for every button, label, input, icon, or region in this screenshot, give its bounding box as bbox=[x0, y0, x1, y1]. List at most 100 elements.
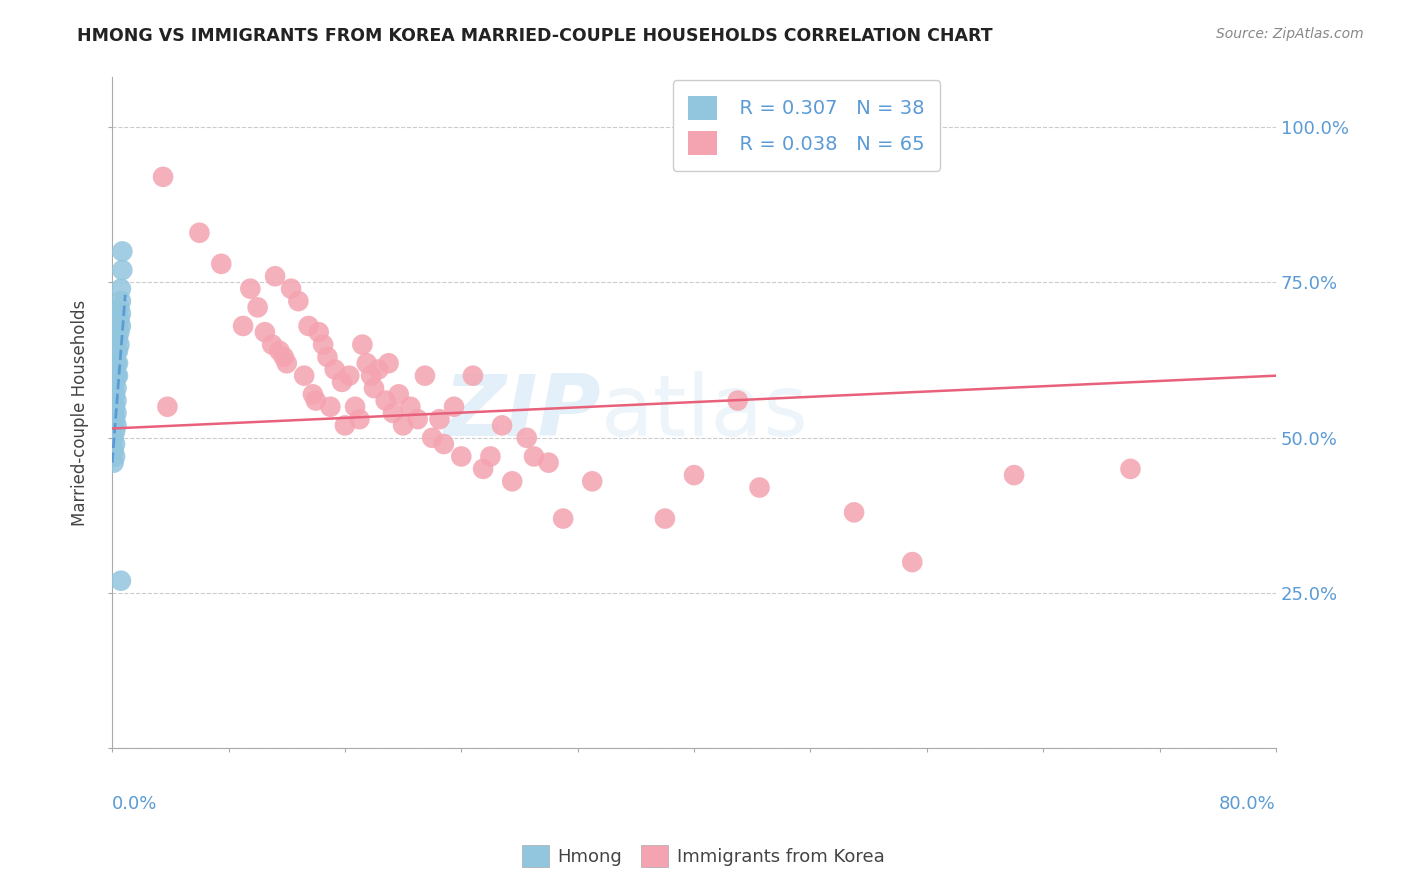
Point bbox=[107, 356, 129, 370]
Point bbox=[319, 400, 342, 414]
Point bbox=[842, 505, 865, 519]
Text: Source: ZipAtlas.com: Source: ZipAtlas.com bbox=[1216, 27, 1364, 41]
Point bbox=[107, 368, 129, 383]
Point bbox=[374, 393, 396, 408]
Point bbox=[523, 450, 546, 464]
Point bbox=[105, 393, 128, 408]
Point bbox=[308, 325, 330, 339]
Legend:   R = 0.307   N = 38,   R = 0.038   N = 65: R = 0.307 N = 38, R = 0.038 N = 65 bbox=[672, 80, 941, 170]
Text: ZIP: ZIP bbox=[443, 371, 600, 454]
Point bbox=[108, 325, 131, 339]
Point bbox=[111, 244, 134, 259]
Point bbox=[553, 511, 575, 525]
Point bbox=[479, 450, 502, 464]
Point bbox=[352, 337, 374, 351]
Point bbox=[246, 301, 269, 315]
Point bbox=[103, 418, 125, 433]
Point bbox=[104, 387, 127, 401]
Point bbox=[297, 318, 319, 333]
Point bbox=[104, 437, 127, 451]
Point bbox=[262, 337, 284, 351]
Point bbox=[110, 282, 132, 296]
Text: 0.0%: 0.0% bbox=[112, 796, 157, 814]
Point bbox=[156, 400, 179, 414]
Point bbox=[683, 468, 706, 483]
Point bbox=[581, 475, 603, 489]
Point bbox=[209, 257, 232, 271]
Point bbox=[273, 350, 295, 364]
Point bbox=[104, 375, 127, 389]
Point bbox=[103, 431, 125, 445]
Point bbox=[152, 169, 174, 184]
Point bbox=[264, 269, 287, 284]
Text: HMONG VS IMMIGRANTS FROM KOREA MARRIED-COUPLE HOUSEHOLDS CORRELATION CHART: HMONG VS IMMIGRANTS FROM KOREA MARRIED-C… bbox=[77, 27, 993, 45]
Point bbox=[105, 356, 128, 370]
Point bbox=[103, 443, 125, 458]
Y-axis label: Married-couple Households: Married-couple Households bbox=[72, 300, 89, 526]
Point bbox=[110, 294, 132, 309]
Point bbox=[443, 400, 465, 414]
Point bbox=[450, 450, 472, 464]
Point bbox=[280, 282, 302, 296]
Point bbox=[105, 406, 128, 420]
Point bbox=[232, 318, 254, 333]
Point bbox=[104, 362, 127, 376]
Point bbox=[110, 307, 132, 321]
Point bbox=[108, 337, 131, 351]
Point bbox=[429, 412, 451, 426]
Point bbox=[399, 400, 422, 414]
Point bbox=[1002, 468, 1025, 483]
Point bbox=[360, 368, 382, 383]
Point bbox=[312, 337, 335, 351]
Point bbox=[110, 318, 132, 333]
Point bbox=[516, 431, 538, 445]
Point bbox=[103, 406, 125, 420]
Point bbox=[323, 362, 346, 376]
Point bbox=[392, 418, 415, 433]
Point bbox=[108, 301, 131, 315]
Point bbox=[377, 356, 399, 370]
Point bbox=[253, 325, 276, 339]
Point bbox=[748, 481, 770, 495]
Legend: Hmong, Immigrants from Korea: Hmong, Immigrants from Korea bbox=[515, 838, 891, 874]
Point bbox=[356, 356, 378, 370]
Point bbox=[110, 574, 132, 588]
Point bbox=[901, 555, 924, 569]
Point bbox=[654, 511, 676, 525]
Point bbox=[269, 343, 291, 358]
Point bbox=[433, 437, 456, 451]
Point bbox=[107, 318, 129, 333]
Point bbox=[107, 343, 129, 358]
Point bbox=[330, 375, 353, 389]
Point bbox=[337, 368, 360, 383]
Point bbox=[188, 226, 211, 240]
Point bbox=[104, 412, 127, 426]
Point bbox=[333, 418, 356, 433]
Point bbox=[461, 368, 484, 383]
Point bbox=[105, 368, 128, 383]
Point bbox=[104, 350, 127, 364]
Point bbox=[276, 356, 298, 370]
Point bbox=[104, 425, 127, 439]
Point bbox=[363, 381, 385, 395]
Point bbox=[103, 456, 125, 470]
Point bbox=[388, 387, 411, 401]
Point bbox=[107, 331, 129, 345]
Point bbox=[105, 331, 128, 345]
Text: atlas: atlas bbox=[600, 371, 808, 454]
Point bbox=[367, 362, 389, 376]
Point bbox=[305, 393, 328, 408]
Point bbox=[105, 418, 128, 433]
Point bbox=[491, 418, 513, 433]
Point bbox=[537, 456, 560, 470]
Point bbox=[302, 387, 325, 401]
Point bbox=[1119, 462, 1142, 476]
Point bbox=[420, 431, 443, 445]
Point bbox=[105, 343, 128, 358]
Point bbox=[413, 368, 436, 383]
Point bbox=[316, 350, 339, 364]
Point bbox=[381, 406, 404, 420]
Point bbox=[104, 400, 127, 414]
Point bbox=[727, 393, 749, 408]
Point bbox=[349, 412, 371, 426]
